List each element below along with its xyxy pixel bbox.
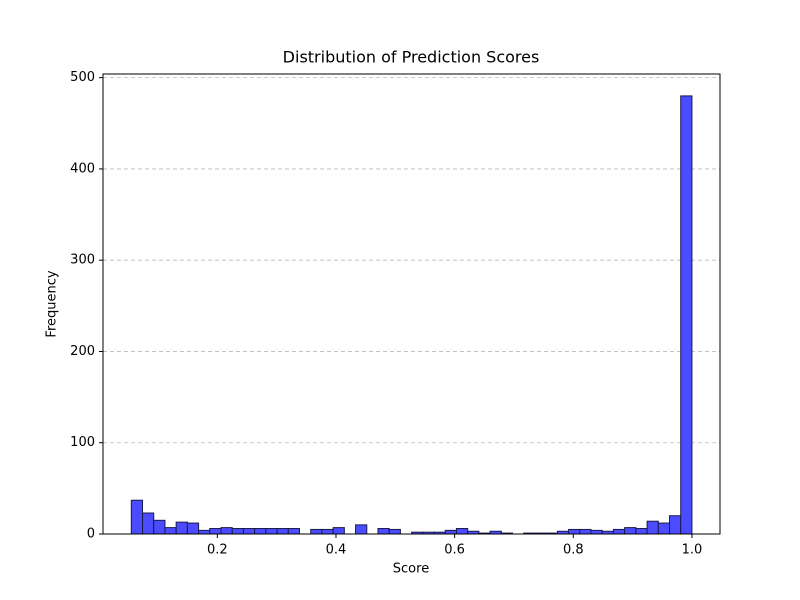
bar [130,499,144,535]
bar [321,528,334,535]
bar [612,528,626,535]
bar [590,529,603,535]
bar [579,528,592,535]
bar [624,527,637,535]
bar [444,529,457,535]
bar [175,521,188,535]
bar [287,528,300,535]
bar [669,515,682,535]
chart-title: Distribution of Prediction Scores [283,48,540,67]
bar [265,528,278,535]
bar [332,527,345,535]
x-tick-label: 0.6 [444,543,465,558]
bar [635,528,648,535]
bar [186,522,200,535]
y-tick-label: 400 [70,161,95,176]
x-tick-label: 1.0 [682,543,703,558]
x-tick-label: 0.8 [563,543,584,558]
x-tick-label: 0.2 [207,543,228,558]
y-axis-label: Frequency [45,270,60,337]
bar [310,528,323,535]
bar [355,524,368,535]
y-tick-label: 300 [70,253,95,268]
y-tick-label: 200 [70,344,95,359]
bar [198,529,211,535]
bar [242,528,256,535]
bar [455,528,469,535]
plot-frame [102,73,721,535]
bar [254,528,267,535]
bar [388,528,401,535]
bar [164,527,177,535]
bar [377,528,390,535]
bar [231,528,244,535]
bar [142,512,155,535]
bar [276,528,289,535]
y-tick-label: 0 [87,527,95,542]
bar [657,522,671,535]
y-tick-label: 100 [70,435,95,450]
bar [209,528,222,535]
bar [680,95,693,535]
bar [220,527,233,535]
bar [153,519,166,535]
bar [568,528,581,535]
bar [646,520,659,535]
x-axis-label: Score [393,562,429,577]
y-tick-label: 500 [70,70,95,85]
x-tick-label: 0.4 [326,543,347,558]
